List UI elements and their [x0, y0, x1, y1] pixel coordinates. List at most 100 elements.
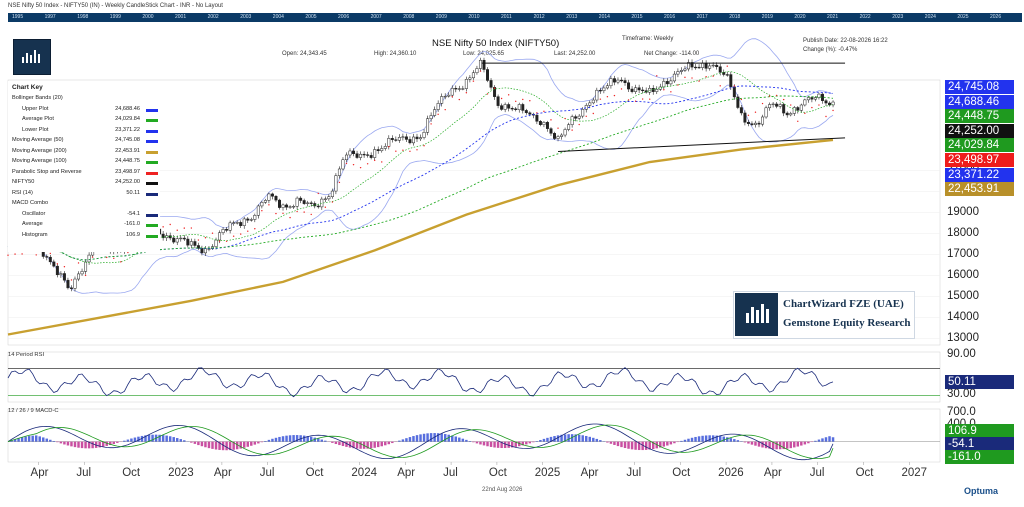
year-strip-label[interactable]: 2010: [468, 14, 480, 20]
psar-dot: [811, 106, 813, 109]
year-strip-label[interactable]: 2026: [990, 14, 1002, 20]
macd-histogram-bar: [207, 441, 211, 449]
year-strip-label[interactable]: 2012: [533, 14, 545, 20]
year-strip-label[interactable]: 2000: [142, 14, 154, 20]
y-tick-label: 16000: [947, 268, 979, 281]
macd-histogram-bar: [659, 441, 662, 448]
chart-key-swatch: [146, 140, 158, 143]
macd-histogram-bar: [542, 438, 546, 442]
candle-body: [270, 193, 274, 197]
psar-dot: [507, 94, 510, 96]
year-strip-label[interactable]: 2009: [435, 14, 447, 20]
psar-dot: [832, 109, 834, 112]
macd-histogram-bar: [355, 441, 359, 449]
psar-dot: [197, 239, 200, 241]
macd-oscillator-line: [7, 423, 834, 461]
candle-body: [387, 138, 391, 147]
psar-dot: [627, 99, 630, 101]
year-strip-label[interactable]: 2018: [729, 14, 741, 20]
candle-body: [782, 104, 786, 114]
chart-key-value: 24,252.00: [115, 179, 140, 185]
macd-histogram-bar: [623, 441, 627, 449]
candle-body: [517, 104, 521, 110]
macd-histogram-bar: [172, 437, 175, 442]
year-strip-label[interactable]: 2007: [370, 14, 382, 20]
year-strip-label[interactable]: 2025: [957, 14, 969, 20]
year-strip-label[interactable]: 2014: [598, 14, 610, 20]
macd-histogram-bar: [528, 441, 532, 444]
candle-body: [810, 97, 814, 100]
macd-histogram-bar: [701, 435, 704, 442]
macd-histogram-bar: [373, 441, 376, 448]
year-strip-label[interactable]: 2013: [566, 14, 578, 20]
candle-body: [401, 136, 405, 138]
macd-histogram-bar: [613, 441, 616, 445]
year-strip-label[interactable]: 2001: [175, 14, 187, 20]
psar-dot: [416, 149, 418, 151]
candle-body: [45, 256, 49, 258]
year-strip-label[interactable]: 2004: [272, 14, 284, 20]
macd-histogram-bar: [419, 434, 422, 442]
year-strip-label[interactable]: 2017: [696, 14, 708, 20]
candle-body: [641, 89, 645, 92]
candle-body: [369, 155, 373, 158]
year-strip-label[interactable]: 2019: [761, 14, 773, 20]
macd-histogram-bar: [260, 441, 264, 443]
macd-histogram-bar: [292, 435, 295, 442]
macd-histogram-bar: [662, 441, 666, 447]
year-strip-label[interactable]: 2020: [794, 14, 806, 20]
chart-key: Chart Key Bollinger Bands (20) Upper Plot…: [8, 81, 160, 252]
year-strip-label[interactable]: 2011: [501, 14, 512, 20]
x-tick-label: Apr: [763, 467, 782, 479]
candle-body: [503, 104, 507, 110]
macd-histogram-bar: [52, 440, 56, 442]
psar-dot: [437, 113, 439, 115]
year-strip-label[interactable]: 2024: [924, 14, 936, 20]
year-strip-label[interactable]: 2016: [664, 14, 676, 20]
year-strip-label[interactable]: 1997: [44, 14, 56, 20]
year-strip-label[interactable]: 1995: [12, 14, 24, 20]
candle-body: [447, 94, 451, 97]
macd-histogram-bar: [708, 435, 711, 442]
year-navigator-strip[interactable]: 1995 1997 1998 1999 2000 2001 2002 2003 2004 2005…: [8, 13, 1022, 22]
year-strip-label[interactable]: 2015: [631, 14, 643, 20]
candle-body: [665, 81, 669, 85]
psar-dot: [458, 98, 461, 101]
macd-histogram-bar: [585, 435, 588, 442]
change-percent: Change (%): -0.47%: [803, 47, 858, 53]
chart-key-value: -54.1: [127, 210, 140, 217]
year-strip-label[interactable]: 2002: [207, 14, 219, 20]
macd-histogram-bar: [257, 441, 260, 444]
candle-body: [461, 88, 465, 90]
candle-body: [232, 222, 236, 224]
psar-dot: [120, 261, 122, 263]
macd-histogram-bar: [800, 441, 803, 446]
year-strip-label[interactable]: 2005: [305, 14, 317, 20]
year-strip-label[interactable]: 1998: [77, 14, 89, 20]
macd-histogram-bar: [218, 441, 221, 450]
candle-body: [48, 256, 52, 263]
watermark-company: ChartWizard FZE (UAE): [783, 298, 904, 310]
year-strip-label[interactable]: 2008: [403, 14, 415, 20]
year-strip-label[interactable]: 2022: [859, 14, 871, 20]
x-tick-label: 2026: [718, 467, 744, 479]
low-value: Low: 24,025.65: [463, 51, 505, 57]
macd-histogram-bar: [123, 440, 126, 442]
price-badge: 24,745.08: [945, 80, 1014, 94]
macd-histogram-bar: [532, 441, 535, 443]
year-strip-label[interactable]: 2023: [892, 14, 904, 20]
year-strip-label[interactable]: 1999: [109, 14, 121, 20]
psar-dot: [183, 227, 185, 229]
candle-body: [478, 59, 482, 69]
psar-dot: [63, 266, 66, 268]
macd-histogram-bar: [331, 441, 334, 443]
candle-body: [355, 153, 359, 158]
year-strip-label[interactable]: 2021: [827, 14, 839, 20]
psar-dot: [366, 163, 369, 165]
macd-histogram-bar: [831, 437, 835, 442]
year-strip-label[interactable]: 2003: [240, 14, 252, 20]
macd-histogram-bar: [13, 439, 17, 442]
macd-histogram-bar: [137, 436, 140, 442]
year-strip-label[interactable]: 2006: [338, 14, 350, 20]
